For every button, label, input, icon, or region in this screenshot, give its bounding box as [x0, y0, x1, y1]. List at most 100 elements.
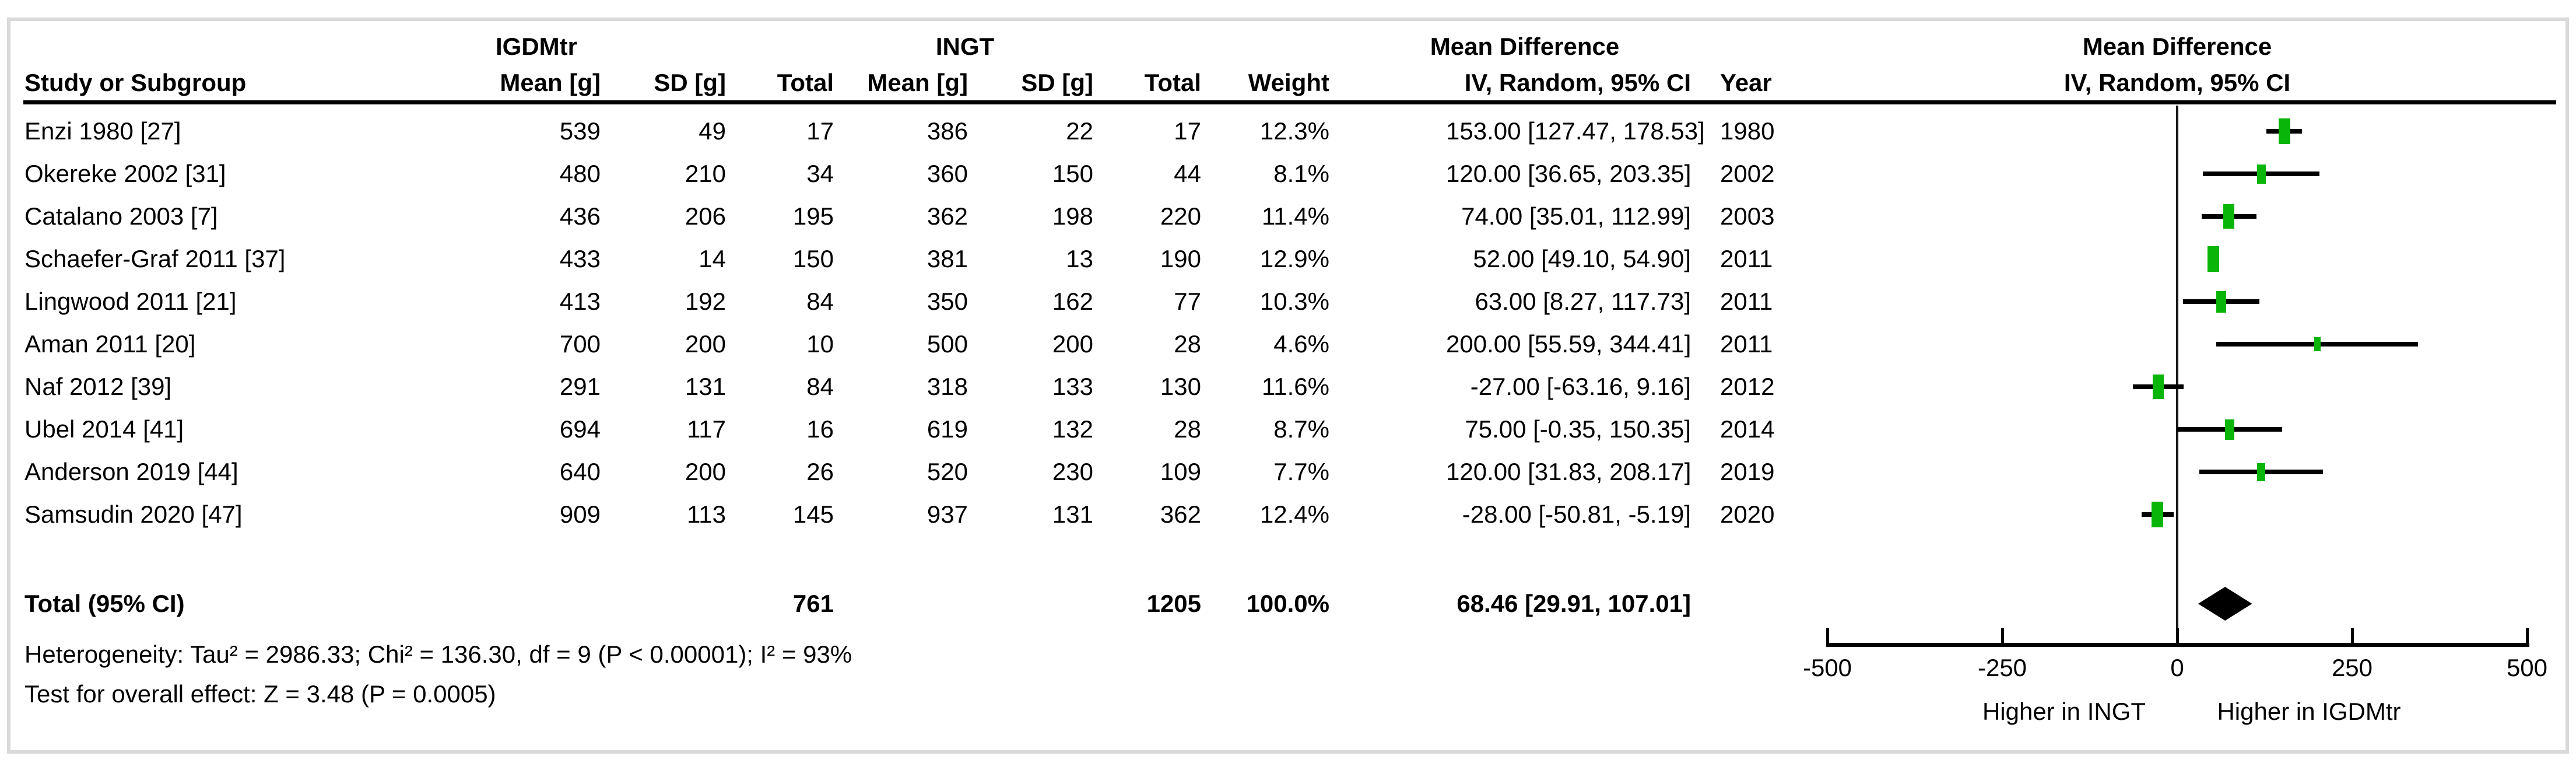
cell-sd_ingt: 133	[1052, 373, 1093, 400]
cell-sd_igdmtr: 113	[687, 501, 726, 528]
cell-total_igdmtr: 145	[792, 501, 834, 528]
axis-tick-label: 500	[2506, 654, 2548, 681]
cell-sd_igdmtr: 49	[699, 117, 726, 145]
cell-name: Naf 2012 [39]	[24, 373, 172, 400]
cell-mean_igdmtr: 413	[559, 288, 601, 315]
cell-weight: 11.6%	[1262, 373, 1329, 400]
cell-ci_text: -28.00 [-50.81, -5.19]	[1462, 501, 1691, 528]
axis-direction-label-left: Higher in INGT	[1982, 698, 2146, 725]
column-header-total-ingt: Total	[1144, 69, 1201, 96]
cell-mean_ingt: 937	[926, 501, 968, 528]
cell-ci_text: -27.00 [-63.16, 9.16]	[1470, 373, 1691, 400]
cell-sd_igdmtr: 14	[699, 245, 726, 272]
study-marker	[2257, 463, 2265, 481]
axis-tick-label: -250	[1977, 654, 2027, 681]
ci-line	[2199, 470, 2323, 474]
cell-mean_ingt: 381	[926, 245, 968, 272]
cell-total_igdmtr: 17	[806, 117, 834, 145]
cell-total_igdmtr: 195	[792, 202, 834, 230]
cell-weight: 8.1%	[1273, 160, 1329, 187]
cell-year: 2012	[1720, 373, 1775, 400]
cell-total_ingt: 130	[1160, 373, 1201, 400]
cell-name: Enzi 1980 [27]	[24, 117, 181, 145]
cell-mean_ingt: 386	[926, 117, 968, 145]
study-marker	[2223, 204, 2234, 229]
axis-direction-label-right: Higher in IGDMtr	[2217, 698, 2401, 725]
cell-ci_text: 75.00 [-0.35, 150.35]	[1465, 415, 1691, 443]
cell-total_igdmtr: 16	[806, 415, 834, 443]
cell-total_ingt: 28	[1174, 415, 1201, 443]
cell-mean_igdmtr: 909	[559, 501, 601, 528]
cell-total_ingt: 77	[1174, 288, 1201, 315]
group-header-igdmtr: IGDMtr	[496, 33, 577, 60]
ci-line	[2182, 299, 2260, 304]
ci-line	[2211, 257, 2216, 261]
cell-total_igdmtr: 10	[806, 330, 834, 358]
cell-name: Samsudin 2020 [47]	[24, 501, 243, 528]
cell-total_ingt: 362	[1160, 501, 1201, 528]
study-marker	[2152, 502, 2163, 527]
study-marker	[2208, 246, 2219, 272]
ci-line	[2142, 512, 2174, 517]
cell-total_ingt: 44	[1174, 160, 1201, 187]
column-header-sd-igdmtr: SD [g]	[654, 69, 726, 96]
column-header-weight: Weight	[1248, 69, 1329, 96]
axis-tick	[2526, 628, 2529, 647]
column-header-year: Year	[1720, 69, 1772, 96]
study-marker	[2257, 164, 2266, 184]
axis-tick	[2351, 628, 2354, 647]
overall-effect-note: Test for overall effect: Z = 3.48 (P = 0…	[24, 680, 496, 708]
study-marker	[2225, 419, 2234, 440]
cell-ci_text: 120.00 [36.65, 203.35]	[1446, 160, 1691, 187]
cell-sd_ingt: 200	[1052, 330, 1093, 358]
cell-sd_igdmtr: 206	[685, 202, 726, 230]
cell-total_ingt: 220	[1160, 202, 1201, 230]
cell-mean_igdmtr: 700	[559, 330, 601, 358]
cell-total_igdmtr: 84	[806, 288, 834, 315]
column-header-mean-ingt: Mean [g]	[867, 69, 968, 96]
cell-mean_ingt: 619	[926, 415, 968, 443]
cell-sd_ingt: 131	[1052, 501, 1093, 528]
cell-name: Catalano 2003 [7]	[24, 202, 218, 230]
study-marker	[2279, 118, 2290, 144]
cell-year: 2019	[1720, 458, 1775, 485]
ci-line	[2266, 129, 2303, 134]
cell-name: Ubel 2014 [41]	[24, 415, 184, 443]
header-divider-rule	[23, 100, 2556, 104]
cell-weight: 12.3%	[1259, 117, 1329, 145]
cell-mean_ingt: 360	[926, 160, 968, 187]
cell-sd_igdmtr: 131	[685, 373, 726, 400]
axis-tick-label: 250	[2331, 654, 2373, 681]
column-header-total-igdmtr: Total	[777, 69, 834, 96]
cell-total_ingt: 109	[1160, 458, 1201, 485]
ci-line	[2202, 214, 2256, 219]
cell-name: Schaefer-Graf 2011 [37]	[24, 245, 286, 272]
cell-total_igdmtr: 26	[806, 458, 834, 485]
cell-sd_ingt: 230	[1052, 458, 1093, 485]
zero-reference-line	[2176, 106, 2178, 645]
x-axis-line	[1827, 643, 2529, 647]
total-weight: 100.0%	[1246, 590, 1329, 617]
cell-mean_igdmtr: 694	[559, 415, 601, 443]
column-header-ci-plot: IV, Random, 95% CI	[2063, 69, 2291, 96]
cell-sd_ingt: 162	[1052, 288, 1093, 315]
summary-diamond	[2198, 587, 2252, 621]
axis-tick-label: -500	[1802, 654, 1852, 681]
group-header-ingt: INGT	[935, 33, 995, 60]
cell-mean_ingt: 318	[926, 373, 968, 400]
total-igdmtr-n: 761	[792, 590, 834, 617]
cell-mean_ingt: 362	[926, 202, 968, 230]
cell-year: 2011	[1720, 288, 1773, 315]
cell-total_igdmtr: 84	[806, 373, 834, 400]
column-header-mean-igdmtr: Mean [g]	[500, 69, 601, 96]
study-marker	[2216, 291, 2226, 313]
study-marker	[2314, 337, 2321, 351]
column-header-ci: IV, Random, 95% CI	[1464, 69, 1691, 96]
cell-name: Anderson 2019 [44]	[24, 458, 238, 485]
cell-name: Aman 2011 [20]	[24, 330, 196, 358]
cell-weight: 10.3%	[1259, 288, 1329, 315]
cell-mean_ingt: 350	[926, 288, 968, 315]
ci-line	[2202, 172, 2319, 176]
cell-ci_text: 74.00 [35.01, 112.99]	[1461, 202, 1691, 230]
